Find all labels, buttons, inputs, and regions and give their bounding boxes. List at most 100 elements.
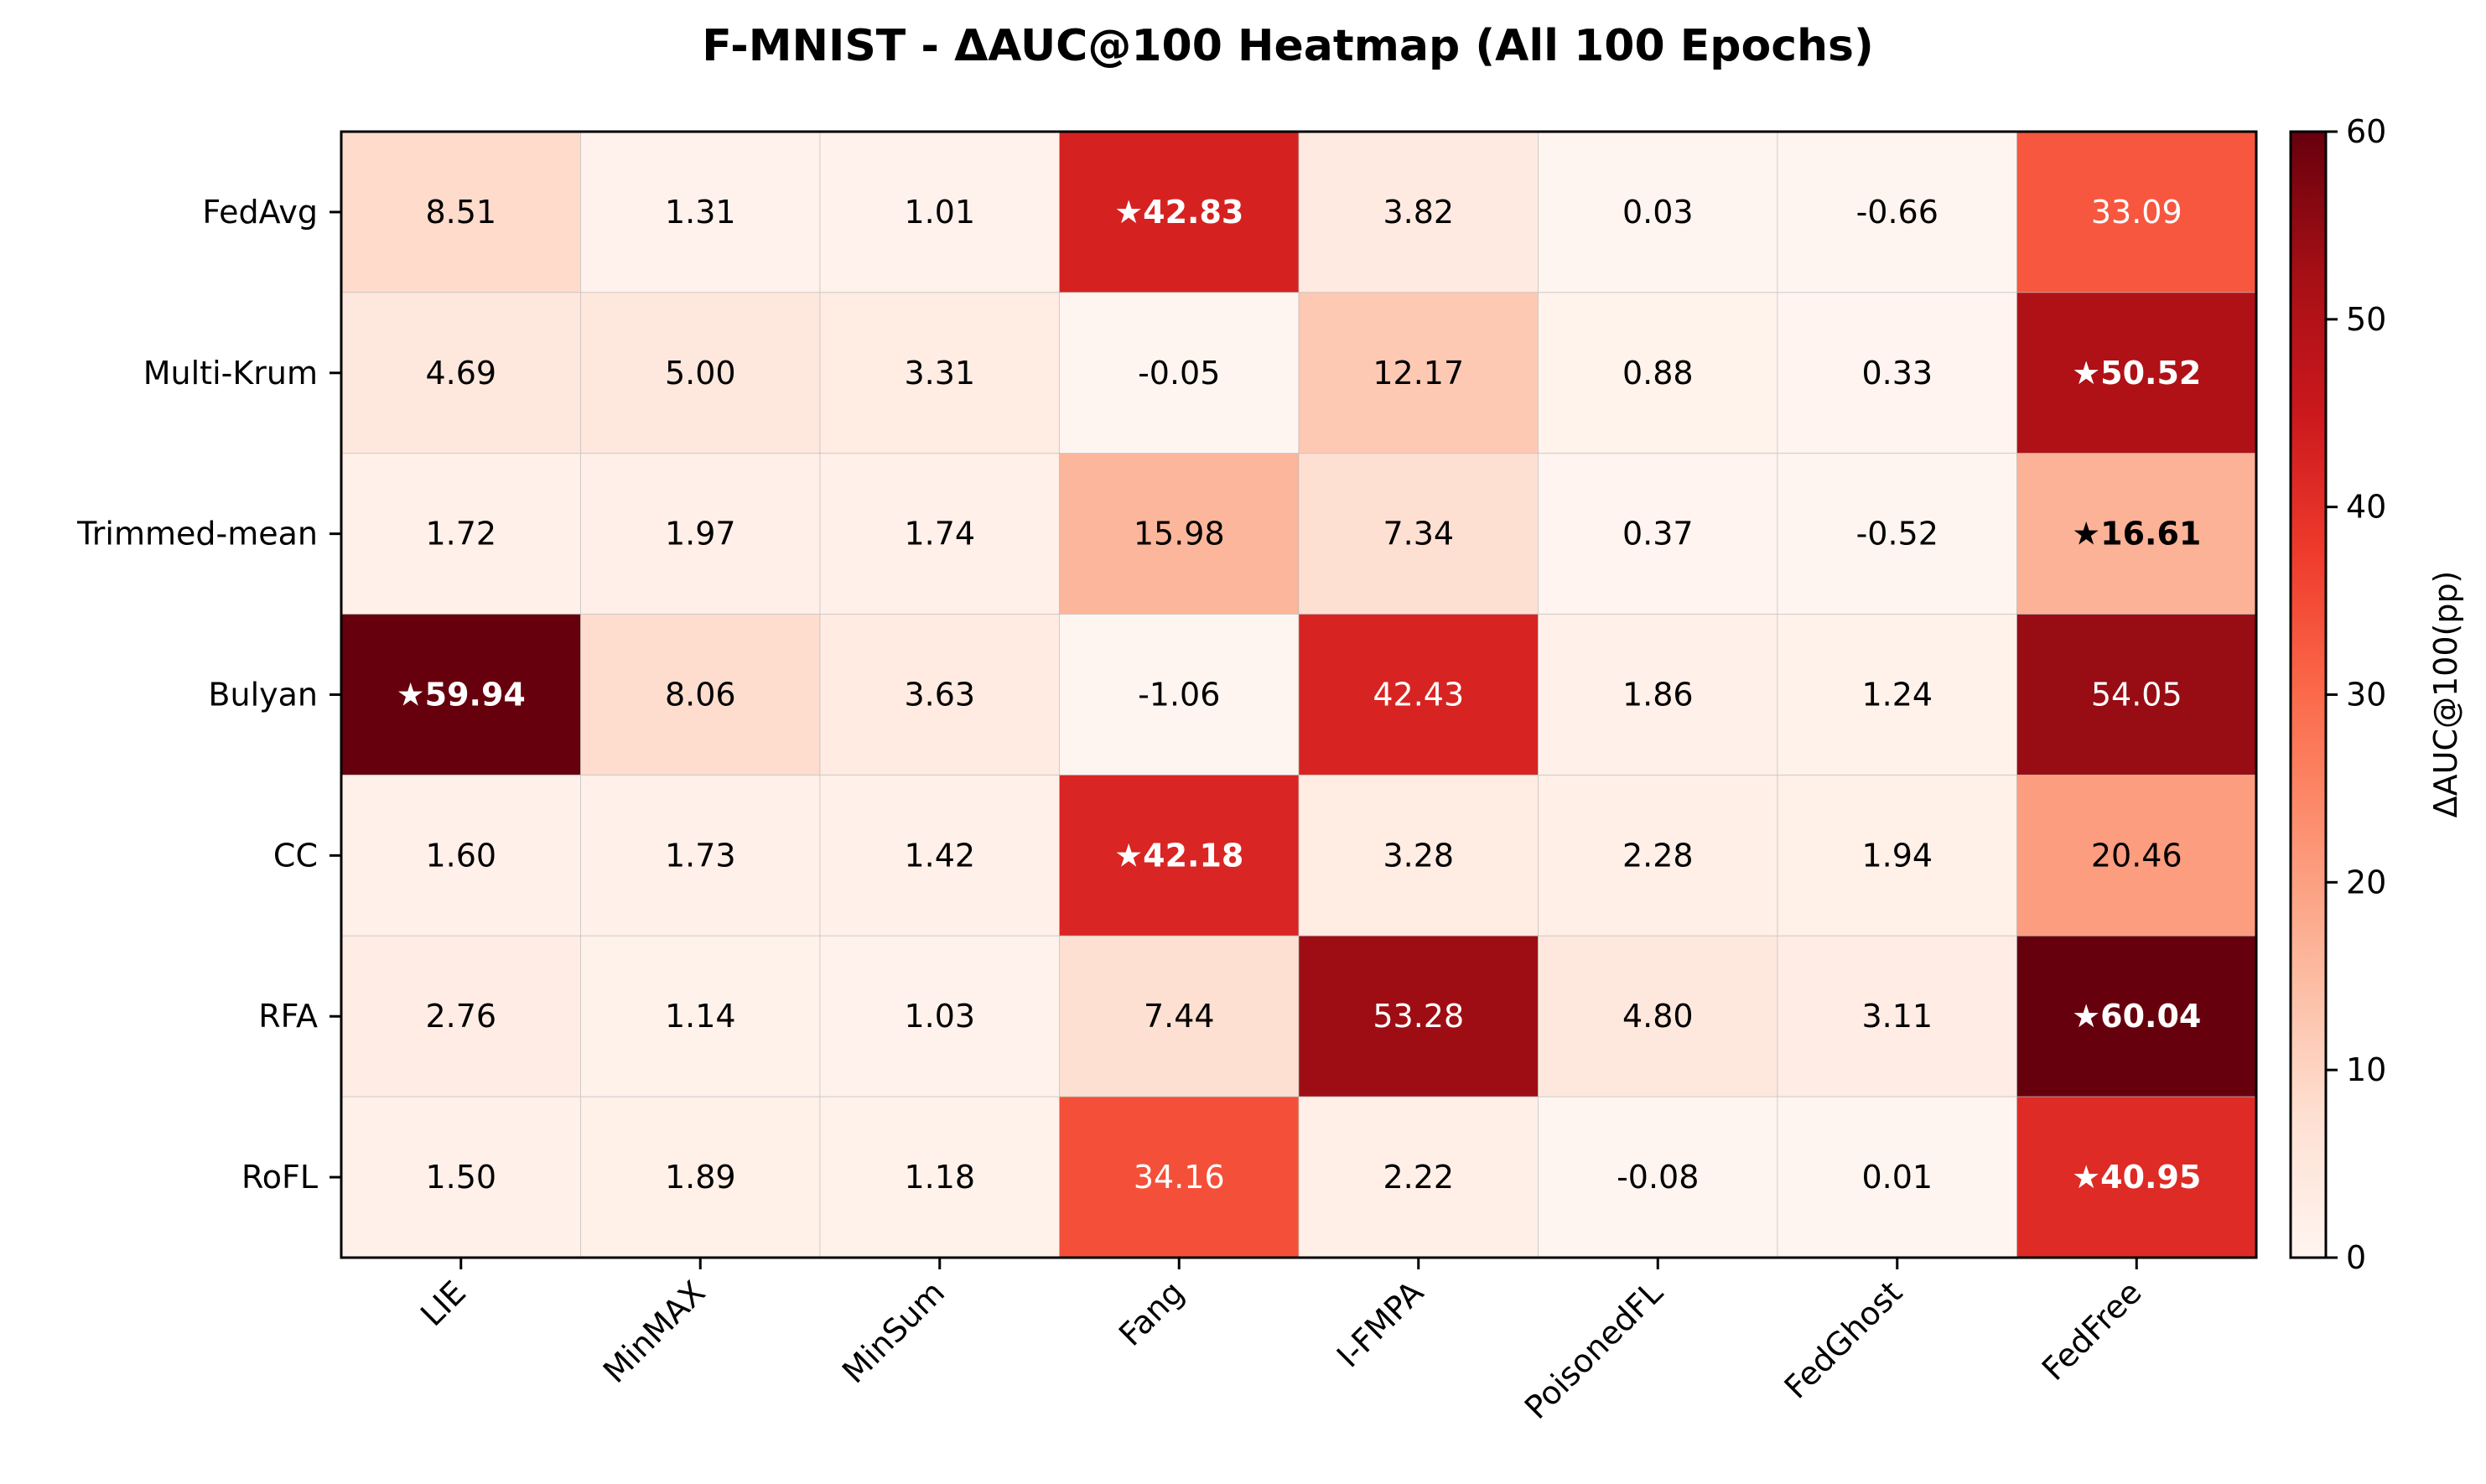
heatmap-cell [1777,614,2017,776]
heatmap-cell-label: 3.63 [904,677,975,713]
y-tick-label: Multi-Krum [143,355,318,392]
heatmap-cell-label: 0.37 [1622,516,1694,553]
heatmap-cell [580,453,821,615]
heatmap-cell [2016,131,2257,293]
heatmap-cell [1298,1096,1539,1258]
heatmap-cell-label: 8.51 [425,194,496,231]
heatmap-cell-label: 20.46 [2091,837,2182,874]
colorbar-tick-label: 20 [2346,864,2386,900]
y-tick-label: Bulyan [208,677,318,713]
x-tick-label: I-FMPA [1330,1274,1430,1374]
heatmap-cell-label: 2.28 [1622,837,1694,874]
y-tick-label: RoFL [241,1159,318,1196]
colorbar-tick-label: 50 [2346,301,2386,338]
heatmap-cell-label: 3.11 [1861,998,1933,1035]
heatmap-cell [1059,774,1300,937]
heatmap-cell-label: ★42.83 [1114,194,1243,231]
x-tick-label: MinMAX [596,1274,713,1390]
heatmap-cell [1777,935,2017,1097]
heatmap-cell-label: 1.89 [665,1159,736,1196]
heatmap-cell [1777,1096,2017,1258]
heatmap-cell-label: ★16.61 [2072,516,2201,553]
heatmap-cell-label: 3.28 [1383,837,1454,874]
colorbar-label: ΔAUC@100(pp) [2427,571,2464,818]
heatmap-cell [580,614,821,776]
heatmap-cell-label: ★40.95 [2072,1159,2201,1196]
colorbar: 0 10 20 30 40 50 60 ΔAUC@100(pp) [2289,113,2464,1276]
heatmap-cell [1059,292,1300,454]
heatmap-cell [1059,935,1300,1097]
heatmap-cell-label: 42.43 [1373,677,1464,713]
heatmap-cell-label: -0.08 [1617,1159,1699,1196]
heatmap-cell [580,935,821,1097]
heatmap-cell [580,1096,821,1258]
y-tick-label: CC [273,837,318,874]
heatmap-cell [1538,292,1778,454]
heatmap-cell [1298,131,1539,293]
heatmap-cell [819,614,1060,776]
heatmap-cell [1298,292,1539,454]
heatmap-cell-label: 4.69 [425,355,496,392]
heatmap-cell-label: 54.05 [2091,677,2182,713]
heatmap-cell-label: 12.17 [1373,355,1464,392]
heatmap-cell-label: 2.76 [425,998,496,1035]
heatmap-cell [1777,774,2017,937]
heatmap-cell-label: 1.72 [425,516,496,553]
heatmap-cell-label: ★60.04 [2072,998,2201,1035]
heatmap-cell-label: 1.24 [1861,677,1933,713]
heatmap-cell-label: ★42.18 [1114,837,1243,874]
heatmap-cell-label: 34.16 [1134,1159,1225,1196]
heatmap-cell [1538,453,1778,615]
heatmap-cell [2016,1096,2257,1258]
heatmap-cell-label: 1.03 [904,998,975,1035]
heatmap-cell-label: 3.31 [904,355,975,392]
heatmap-cell [1538,774,1778,937]
heatmap-cell [2016,935,2257,1097]
colorbar-gradient [2289,130,2328,1259]
heatmap-cell [2016,292,2257,454]
heatmap-cell-label: ★59.94 [397,677,526,713]
x-tick-label: LIE [413,1274,473,1333]
colorbar-tick-label: 30 [2346,677,2386,713]
heatmap-cell [2016,774,2257,937]
heatmap-cell-label: 8.06 [665,677,736,713]
heatmap-cell-label: 0.33 [1861,355,1933,392]
y-axis: FedAvg Multi-Krum Trimmed-mean Bulyan CC RFA R… [76,194,341,1196]
heatmap-cell [580,292,821,454]
colorbar-tick-label: 40 [2346,489,2386,526]
heatmap-cell [1059,131,1300,293]
heatmap-cell [1777,292,2017,454]
heatmap-cell-label: 4.80 [1622,998,1694,1035]
heatmap-cell-label: 33.09 [2091,194,2182,231]
heatmap-cell [819,1096,1060,1258]
heatmap-cell [580,774,821,937]
heatmap-cell [1298,774,1539,937]
heatmap-cell-label: 53.28 [1373,998,1464,1035]
chart-title: F-MNIST - ΔAUC@100 Heatmap (All 100 Epoc… [702,21,1874,71]
heatmap-cell-label: 1.31 [665,194,736,231]
y-tick-label: FedAvg [202,194,318,231]
heatmap-cell [1298,453,1539,615]
heatmap-cell-label: 7.34 [1383,516,1454,553]
heatmap-cell [1777,131,2017,293]
heatmap-cell-label: 7.44 [1144,998,1215,1035]
colorbar-tick-label: 10 [2346,1051,2386,1088]
colorbar-ticks: 0 10 20 30 40 50 60 [2326,113,2386,1276]
heatmap-cell-label: 1.73 [665,837,736,874]
x-tick-label: Fang [1112,1274,1191,1353]
y-tick-label: Trimmed-mean [76,516,318,553]
heatmap-cell [819,935,1060,1097]
colorbar-tick-label: 60 [2346,113,2386,150]
heatmap-cell-label: 1.60 [425,837,496,874]
heatmap-cell-label: 5.00 [665,355,736,392]
heatmap-cell-label: -1.06 [1138,677,1220,713]
heatmap-cell-label: -0.66 [1856,194,1938,231]
heatmap-cell-label: 1.97 [665,516,736,553]
heatmap-cell [1538,1096,1778,1258]
x-tick-label: MinSum [835,1274,952,1390]
heatmap-cell [340,453,581,615]
heatmap-cell [1777,453,2017,615]
y-tick-label: RFA [258,998,318,1035]
heatmap-cell [1059,614,1300,776]
